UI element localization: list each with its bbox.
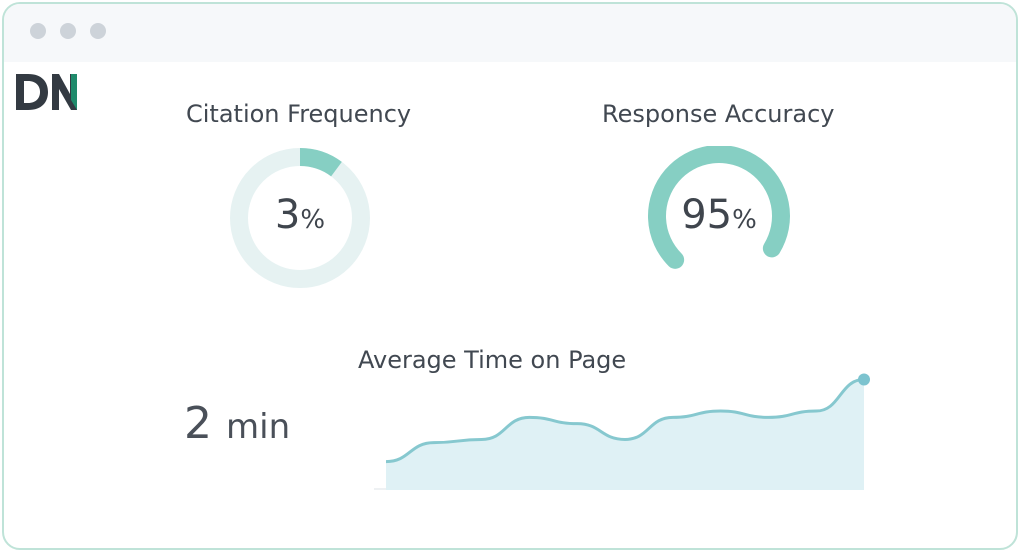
citation-value-number: 3 [274,192,301,238]
window-dot[interactable] [30,23,46,39]
response-accuracy-value: 95% [644,192,794,238]
time-value-unit: min [226,407,291,447]
gauge-value-arc [648,146,790,269]
chart-line [385,377,865,464]
accuracy-value-number: 95 [681,192,733,238]
response-accuracy-gauge [648,146,790,269]
average-time-title: Average Time on Page [358,346,627,374]
time-value-number: 2 [184,398,212,449]
chart-endpoint [858,373,870,386]
accuracy-value-unit: % [732,205,757,235]
citation-frequency-title: Citation Frequency [186,100,412,128]
response-accuracy-title: Response Accuracy [602,100,835,128]
average-time-value: 2 min [184,398,290,449]
window-dot[interactable] [60,23,76,39]
title-bar [4,4,1016,62]
citation-value-unit: % [300,205,326,235]
donut-value-arc [300,148,342,177]
window-dot[interactable] [90,23,106,39]
chart-area [386,379,864,490]
average-time-chart [374,373,870,490]
dn-logo [16,74,77,110]
citation-frequency-value: 3% [228,192,372,238]
citation-frequency-donut [230,148,370,288]
